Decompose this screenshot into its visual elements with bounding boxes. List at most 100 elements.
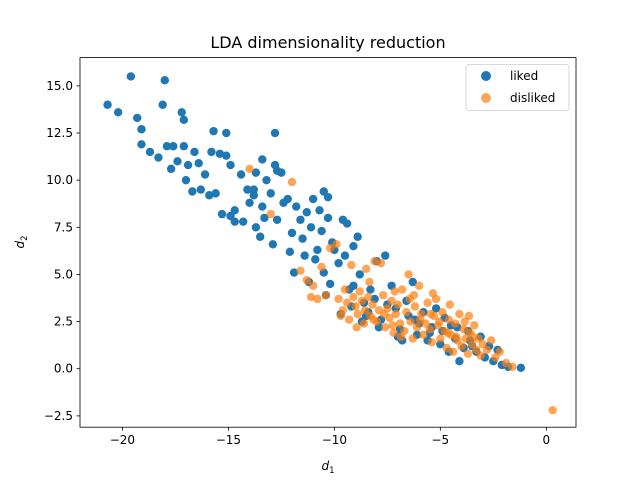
point-disliked-66 (459, 324, 468, 334)
point-liked-139 (173, 157, 182, 166)
point-disliked-84 (342, 298, 352, 307)
point-liked-7 (154, 153, 163, 162)
point-disliked-64 (455, 309, 464, 319)
point-liked-4 (137, 125, 146, 134)
point-liked-54 (289, 268, 299, 277)
point-liked-63 (313, 245, 322, 255)
point-liked-21 (200, 170, 210, 179)
y-tick-label: 0.0 (54, 362, 73, 376)
point-disliked-33 (389, 328, 398, 338)
point-liked-25 (211, 189, 220, 198)
legend-marker-disliked (481, 93, 491, 103)
point-disliked-104 (409, 291, 419, 300)
point-liked-119 (516, 363, 526, 372)
point-disliked-65 (457, 341, 466, 351)
point-liked-55 (292, 202, 301, 211)
point-liked-52 (285, 247, 295, 257)
point-liked-62 (311, 255, 320, 264)
legend: liked disliked (465, 64, 570, 111)
point-liked-40 (255, 232, 265, 241)
point-liked-61 (308, 194, 318, 204)
point-disliked-12 (340, 285, 350, 294)
point-liked-68 (323, 192, 333, 202)
point-disliked-40 (404, 270, 413, 279)
point-disliked-71 (470, 321, 479, 330)
point-liked-13 (177, 108, 186, 117)
point-disliked-83 (336, 311, 345, 321)
point-disliked-2 (287, 177, 297, 187)
point-liked-27 (222, 151, 231, 160)
x-axis-label: d1 (321, 459, 334, 476)
point-liked-6 (145, 147, 155, 157)
point-liked-60 (306, 223, 316, 232)
point-disliked-95 (443, 328, 452, 338)
point-liked-73 (334, 258, 343, 268)
point-liked-135 (260, 213, 269, 223)
legend-marker-liked (481, 71, 491, 81)
point-liked-53 (287, 228, 297, 238)
point-liked-80 (355, 270, 364, 279)
point-liked-49 (277, 168, 286, 177)
point-liked-32 (230, 217, 239, 226)
point-liked-11 (166, 164, 176, 174)
plot-frame (79, 57, 577, 428)
point-disliked-9 (332, 240, 341, 249)
point-disliked-87 (369, 315, 378, 324)
point-liked-14 (179, 115, 189, 125)
point-liked-12 (169, 142, 178, 151)
point-disliked-86 (360, 306, 370, 315)
point-disliked-29 (381, 323, 390, 332)
x-axis-ticks: −20 −15 −10 −5 0 (110, 427, 550, 447)
point-disliked-42 (408, 334, 417, 343)
point-liked-79 (353, 232, 362, 241)
point-disliked-49 (423, 298, 432, 307)
point-disliked-98 (469, 332, 478, 341)
point-liked-1 (113, 108, 123, 117)
point-liked-38 (251, 168, 261, 177)
point-liked-136 (239, 217, 248, 226)
point-liked-35 (245, 198, 254, 207)
point-liked-9 (160, 76, 169, 85)
point-liked-65 (317, 226, 326, 236)
y-tick-label: 15.0 (46, 79, 73, 93)
point-disliked-103 (390, 287, 399, 296)
point-liked-95 (408, 277, 417, 287)
point-disliked-102 (365, 277, 374, 287)
point-disliked-58 (442, 343, 451, 353)
point-disliked-79 (495, 347, 504, 356)
point-disliked-77 (487, 336, 496, 345)
point-disliked-27 (376, 258, 386, 268)
x-tick-label: −15 (216, 433, 241, 447)
point-disliked-10 (334, 294, 343, 304)
point-liked-39 (251, 223, 261, 232)
x-tick-label: −10 (322, 433, 347, 447)
point-disliked-100 (306, 292, 316, 302)
point-liked-45 (270, 128, 280, 138)
point-liked-24 (209, 126, 218, 136)
point-liked-138 (188, 187, 197, 196)
point-disliked-44 (412, 323, 422, 332)
point-disliked-34 (391, 309, 401, 319)
point-disliked-4 (302, 275, 311, 285)
point-disliked-14 (347, 260, 356, 270)
point-disliked-96 (452, 332, 461, 341)
point-liked-23 (207, 147, 216, 157)
point-liked-20 (196, 185, 206, 194)
chart-title: LDA dimensionality reduction (210, 33, 445, 52)
point-liked-51 (283, 194, 292, 204)
y-tick-label: 10.0 (46, 173, 73, 187)
point-liked-17 (183, 160, 193, 170)
point-disliked-61 (448, 347, 458, 356)
point-liked-5 (137, 140, 146, 149)
point-disliked-18 (357, 296, 367, 306)
y-tick-label: −2.5 (44, 409, 73, 423)
point-disliked-107 (464, 311, 474, 321)
point-liked-64 (315, 206, 324, 215)
point-liked-76 (342, 219, 352, 228)
point-disliked-62 (450, 319, 460, 328)
point-disliked-50 (425, 324, 434, 334)
point-disliked-59 (444, 315, 454, 324)
point-liked-42 (258, 155, 267, 164)
point-disliked-16 (353, 309, 362, 319)
